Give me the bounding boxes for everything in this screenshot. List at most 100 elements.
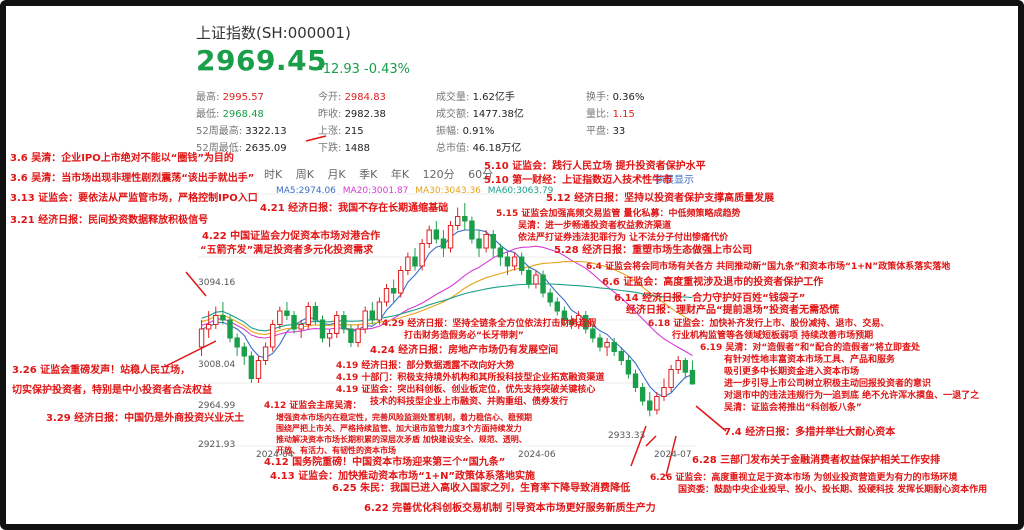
candle-body bbox=[561, 310, 568, 321]
candle-body bbox=[639, 387, 646, 402]
candle-body bbox=[383, 288, 390, 303]
candle-body bbox=[348, 328, 354, 343]
tab-quarter[interactable]: 季K bbox=[359, 168, 378, 181]
candle-body bbox=[326, 333, 333, 339]
annotation: 4.13 证监会：加快推动资本市场“1+N”政策体系落地实施 bbox=[270, 471, 536, 482]
annotation: 经济日报：理财产品“提前退场”投资者无需恐慌 bbox=[626, 305, 840, 316]
tab-week[interactable]: 周K bbox=[295, 168, 314, 181]
annotation-arrow bbox=[630, 425, 647, 467]
annotation: 3.6 吴清：当市场出现非理性剧烈震荡“该出手就出手” bbox=[10, 173, 255, 184]
annotation-arrow bbox=[305, 135, 327, 142]
annotation: 6.14 经济日报：合力守护好百姓“钱袋子” bbox=[614, 293, 806, 304]
x-tick-label: 2024-06 bbox=[518, 450, 556, 460]
ma60-line bbox=[201, 283, 693, 332]
candle-body bbox=[412, 256, 418, 267]
candle-body bbox=[682, 360, 689, 373]
tab-60min[interactable]: 60分 bbox=[468, 168, 494, 181]
candle-body bbox=[269, 324, 276, 348]
candle-body bbox=[575, 315, 582, 325]
candle-body bbox=[355, 328, 361, 343]
candle-body bbox=[205, 324, 212, 330]
candle-body bbox=[220, 315, 226, 321]
display-link[interactable]: 参展显示 bbox=[654, 175, 694, 186]
tab-year[interactable]: 年K bbox=[390, 168, 410, 181]
annotation: 3.21 经济日报：民间投资数据释放积极信号 bbox=[10, 215, 209, 226]
candle-body bbox=[234, 337, 240, 348]
candle-body bbox=[654, 396, 660, 411]
annotation-arrow bbox=[185, 271, 207, 297]
candle-body bbox=[398, 270, 404, 294]
candle-body bbox=[675, 360, 681, 370]
annotation: 围绕严把上市关、严格持续监管、加大退市监管力度3个方面持续发力 bbox=[276, 424, 522, 433]
candle-body bbox=[433, 229, 440, 240]
candle-body bbox=[618, 351, 625, 361]
annotation: 6.6 证监会：高度重视涉及退市的投资者保护工作 bbox=[602, 277, 824, 288]
candle-body bbox=[611, 342, 617, 352]
stat-market-cap: 46.18万亿 bbox=[472, 143, 522, 154]
tab-120min[interactable]: 120分 bbox=[422, 168, 455, 181]
tab-month[interactable]: 月K bbox=[327, 168, 346, 181]
stat-up-count: 215 bbox=[344, 126, 364, 137]
page-title: 上证指数(SH:000001) bbox=[196, 24, 351, 42]
stat-amount: 1477.38亿 bbox=[472, 109, 524, 120]
candle-body bbox=[568, 319, 575, 325]
stat-label: 成交量: bbox=[436, 92, 470, 103]
annotation: 6.4 证监会将会同市场有关各方 共同推动新“国九条”和资本市场“1+N”政策体… bbox=[586, 262, 951, 272]
stat-label: 下跌: bbox=[318, 143, 342, 154]
annotation: 4.24 经济日报：房地产市场仍有发展空间 bbox=[370, 345, 559, 356]
annotation: 4.12 证监会主席吴清： bbox=[264, 401, 362, 411]
annotation: 打击财务造假务必“长牙带刺” bbox=[404, 331, 524, 341]
candle-body bbox=[447, 225, 454, 249]
candle-body bbox=[547, 292, 553, 303]
tab-hour[interactable]: 时K bbox=[264, 168, 283, 181]
annotation: 行业机构监管等各领域短板弱项 持续改善市场预期 bbox=[672, 331, 874, 341]
candle-body bbox=[454, 216, 461, 226]
stat-label: 量比: bbox=[586, 109, 610, 120]
annotation: 6.26 证监会：高度重视立足于资本市场 为创业投资营造更为有力的市场环境 bbox=[650, 473, 958, 483]
annotation: 吸引更多中长期资金进入资本市场 bbox=[724, 367, 860, 377]
annotation: 5.15 证监会加强高频交易监管 量化私募：中低频策略成趋势 bbox=[496, 209, 741, 219]
candle-body bbox=[689, 369, 696, 385]
annotation: 3.6 吴清：企业IPO上市绝对不能以“圈钱”为目的 bbox=[10, 153, 234, 164]
annotation: 技术的科技型企业上市融资、并购重组、债券发行 bbox=[370, 397, 569, 407]
stat-label: 上涨: bbox=[318, 126, 342, 137]
candle-body bbox=[632, 373, 639, 388]
candle-body bbox=[583, 315, 589, 330]
annotation: 吴清：进一步畅通投资者权益救济渠道 bbox=[518, 221, 672, 231]
candle-body bbox=[511, 256, 518, 267]
annotation: 5.28 经济日报：重塑市场生态做强上市公司 bbox=[554, 245, 753, 256]
annotation: 切实保护投资者，特别是中小投资者合法权益 bbox=[12, 385, 212, 396]
candle-body bbox=[490, 234, 496, 249]
candle-body bbox=[625, 360, 632, 375]
y-tick-label: 3008.04 bbox=[198, 360, 236, 370]
candle-body bbox=[462, 216, 468, 222]
candle-body bbox=[241, 346, 247, 357]
annotation: 6.22 完善优化科创板交易机制 引导资本市场更好服务新质生产力 bbox=[364, 503, 656, 514]
candle-body bbox=[334, 315, 340, 334]
candle-body bbox=[419, 243, 425, 267]
candle-body bbox=[284, 310, 290, 316]
annotation: 5.10 证监会：践行人民立场 提升投资者保护水平 bbox=[484, 161, 706, 172]
candle-body bbox=[533, 274, 539, 285]
stat-52w-low: 2635.09 bbox=[245, 143, 287, 154]
candle-body bbox=[497, 247, 504, 258]
stat-label: 52周最高: bbox=[196, 126, 243, 137]
annotation: 4.22 中国证监会力促资本市场对港合作 bbox=[202, 231, 381, 242]
annotation-arrow bbox=[165, 340, 217, 367]
annotation: 对退市中的违法违规行为一追到底 绝不允许浑水摸鱼、一退了之 bbox=[724, 391, 980, 401]
stat-low: 2968.48 bbox=[222, 109, 264, 120]
ma60-label: MA60:3063.79 bbox=[487, 186, 554, 196]
candle-body bbox=[262, 346, 269, 361]
candle-body bbox=[504, 256, 511, 267]
annotation-arrow bbox=[665, 435, 677, 477]
annotation: 开放、有活力、有韧性的资本市场 bbox=[276, 446, 396, 455]
annotation: 7.4 经济日报：多措并举壮大耐心资本 bbox=[724, 427, 896, 438]
y-tick-label: 2921.93 bbox=[198, 440, 236, 450]
chart-panel: 上证指数(SH:000001) 2969.45 -12.93 -0.43% 最高… bbox=[6, 6, 1018, 524]
candle-body bbox=[405, 256, 411, 271]
annotation: 4.19 十部门：积极支持境外机构和其所投科技型企业拓宽融资渠道 bbox=[336, 373, 605, 383]
stat-label: 52周最低: bbox=[196, 143, 243, 154]
candle-body bbox=[647, 400, 653, 411]
candle-body bbox=[390, 288, 397, 294]
ma-legend: MA5:2974.06 MA20:3001.87 MA30:3043.36 MA… bbox=[276, 186, 557, 196]
